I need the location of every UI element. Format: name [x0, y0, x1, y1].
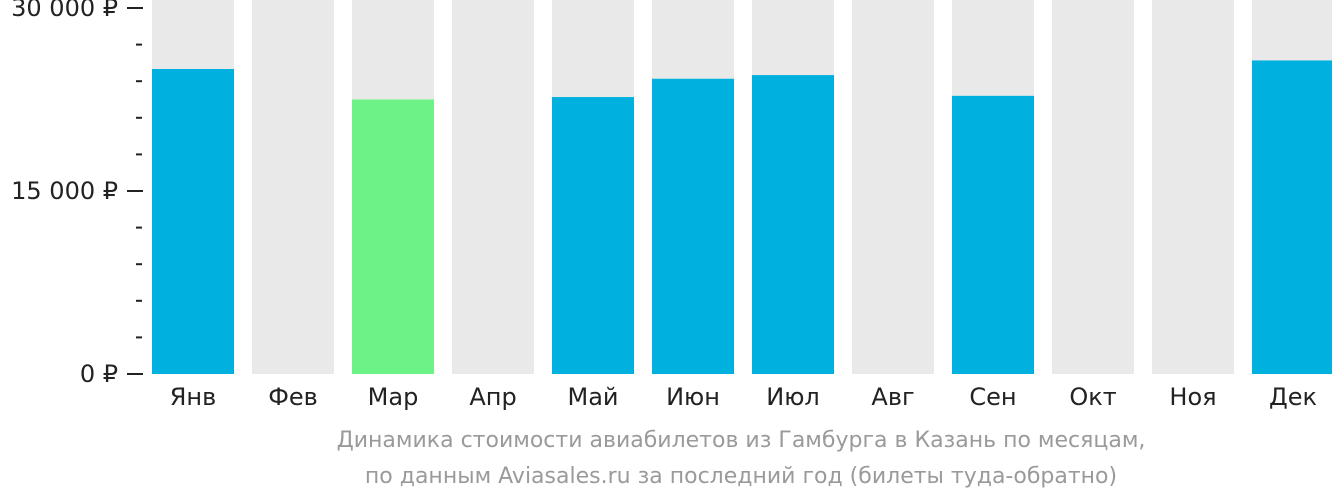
y-tick-label-3: 30 000 ₽ [11, 0, 118, 22]
chart-caption-line-2: по данным Aviasales.ru за последний год … [364, 464, 1118, 489]
bar-1 [152, 69, 234, 374]
bar-7 [752, 75, 834, 374]
chart-caption-line-1: Динамика стоимости авиабилетов из Гамбур… [336, 428, 1146, 453]
x-tick-label-2: Фев [268, 383, 318, 411]
bar-12 [1252, 60, 1332, 375]
y-tick-label-1: 0 ₽ [80, 360, 118, 388]
bar-6 [652, 78, 734, 374]
x-tick-label-3: Мар [368, 383, 419, 411]
x-tick-label-1: Янв [170, 383, 217, 411]
x-tick-label-12: Дек [1269, 383, 1317, 411]
bar-background-11 [1152, 0, 1234, 374]
x-tick-label-9: Сен [969, 383, 1016, 411]
x-tick-label-4: Апр [469, 383, 516, 411]
bar-3 [352, 99, 434, 374]
x-tick-label-5: Май [567, 383, 618, 411]
bar-background-4 [452, 0, 534, 374]
x-tick-label-7: Июл [766, 383, 820, 411]
y-tick-label-2: 15 000 ₽ [11, 177, 118, 205]
bar-background-2 [252, 0, 334, 374]
x-tick-label-6: Июн [666, 383, 720, 411]
bar-background-8 [852, 0, 934, 374]
bar-5 [552, 97, 634, 374]
bar-background-10 [1052, 0, 1134, 374]
bar-9 [952, 95, 1034, 374]
x-tick-label-8: Авг [871, 383, 914, 411]
x-tick-label-11: Ноя [1169, 383, 1216, 411]
x-tick-label-10: Окт [1069, 383, 1116, 411]
